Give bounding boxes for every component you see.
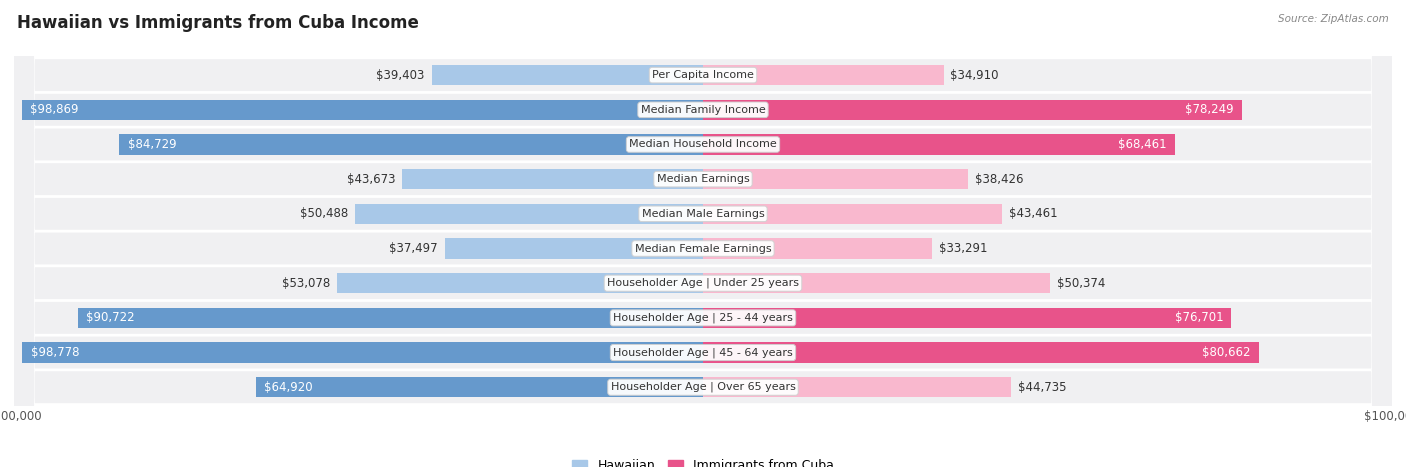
Bar	[120, 134, 703, 155]
Text: $44,735: $44,735	[1018, 381, 1067, 394]
FancyBboxPatch shape	[14, 0, 1392, 467]
Bar	[77, 308, 703, 328]
Text: $76,701: $76,701	[1174, 311, 1223, 325]
FancyBboxPatch shape	[14, 0, 1392, 467]
FancyBboxPatch shape	[14, 0, 1392, 467]
Text: $38,426: $38,426	[974, 173, 1024, 186]
FancyBboxPatch shape	[14, 0, 1392, 467]
Bar	[432, 65, 703, 85]
Text: Median Female Earnings: Median Female Earnings	[634, 243, 772, 254]
Legend: Hawaiian, Immigrants from Cuba: Hawaiian, Immigrants from Cuba	[568, 454, 838, 467]
FancyBboxPatch shape	[14, 0, 1392, 467]
Text: Median Household Income: Median Household Income	[628, 140, 778, 149]
Text: $53,078: $53,078	[283, 276, 330, 290]
Text: Hawaiian vs Immigrants from Cuba Income: Hawaiian vs Immigrants from Cuba Income	[17, 14, 419, 32]
Text: $43,673: $43,673	[347, 173, 395, 186]
FancyBboxPatch shape	[14, 0, 1392, 467]
Bar	[444, 239, 703, 259]
Text: $98,778: $98,778	[31, 346, 79, 359]
Bar	[402, 169, 703, 189]
FancyBboxPatch shape	[14, 0, 1392, 467]
Text: $98,869: $98,869	[30, 103, 79, 116]
Text: $39,403: $39,403	[377, 69, 425, 82]
Bar	[22, 100, 703, 120]
Text: Householder Age | Under 25 years: Householder Age | Under 25 years	[607, 278, 799, 289]
Bar	[703, 342, 1258, 362]
Text: Per Capita Income: Per Capita Income	[652, 70, 754, 80]
Text: Median Earnings: Median Earnings	[657, 174, 749, 184]
Bar	[703, 65, 943, 85]
FancyBboxPatch shape	[14, 0, 1392, 467]
Text: $64,920: $64,920	[264, 381, 312, 394]
Bar	[703, 100, 1241, 120]
Bar	[703, 308, 1232, 328]
Bar	[703, 239, 932, 259]
FancyBboxPatch shape	[14, 0, 1392, 467]
Bar	[703, 377, 1011, 397]
Bar	[703, 204, 1002, 224]
Text: $68,461: $68,461	[1118, 138, 1167, 151]
Text: $80,662: $80,662	[1202, 346, 1250, 359]
Bar	[337, 273, 703, 293]
Text: Median Male Earnings: Median Male Earnings	[641, 209, 765, 219]
Text: $84,729: $84,729	[128, 138, 176, 151]
Text: Householder Age | 45 - 64 years: Householder Age | 45 - 64 years	[613, 347, 793, 358]
Bar	[703, 273, 1050, 293]
Bar	[356, 204, 703, 224]
Text: $78,249: $78,249	[1185, 103, 1234, 116]
Text: Source: ZipAtlas.com: Source: ZipAtlas.com	[1278, 14, 1389, 24]
Text: Householder Age | 25 - 44 years: Householder Age | 25 - 44 years	[613, 312, 793, 323]
FancyBboxPatch shape	[14, 0, 1392, 467]
Text: $37,497: $37,497	[389, 242, 437, 255]
Bar	[703, 134, 1174, 155]
Text: $33,291: $33,291	[939, 242, 988, 255]
Text: Median Family Income: Median Family Income	[641, 105, 765, 115]
Text: $34,910: $34,910	[950, 69, 998, 82]
Text: $43,461: $43,461	[1010, 207, 1057, 220]
Text: $50,374: $50,374	[1057, 276, 1105, 290]
Bar	[703, 169, 967, 189]
Text: Householder Age | Over 65 years: Householder Age | Over 65 years	[610, 382, 796, 392]
Text: $90,722: $90,722	[86, 311, 135, 325]
Bar	[256, 377, 703, 397]
Text: $50,488: $50,488	[299, 207, 349, 220]
Bar	[22, 342, 703, 362]
